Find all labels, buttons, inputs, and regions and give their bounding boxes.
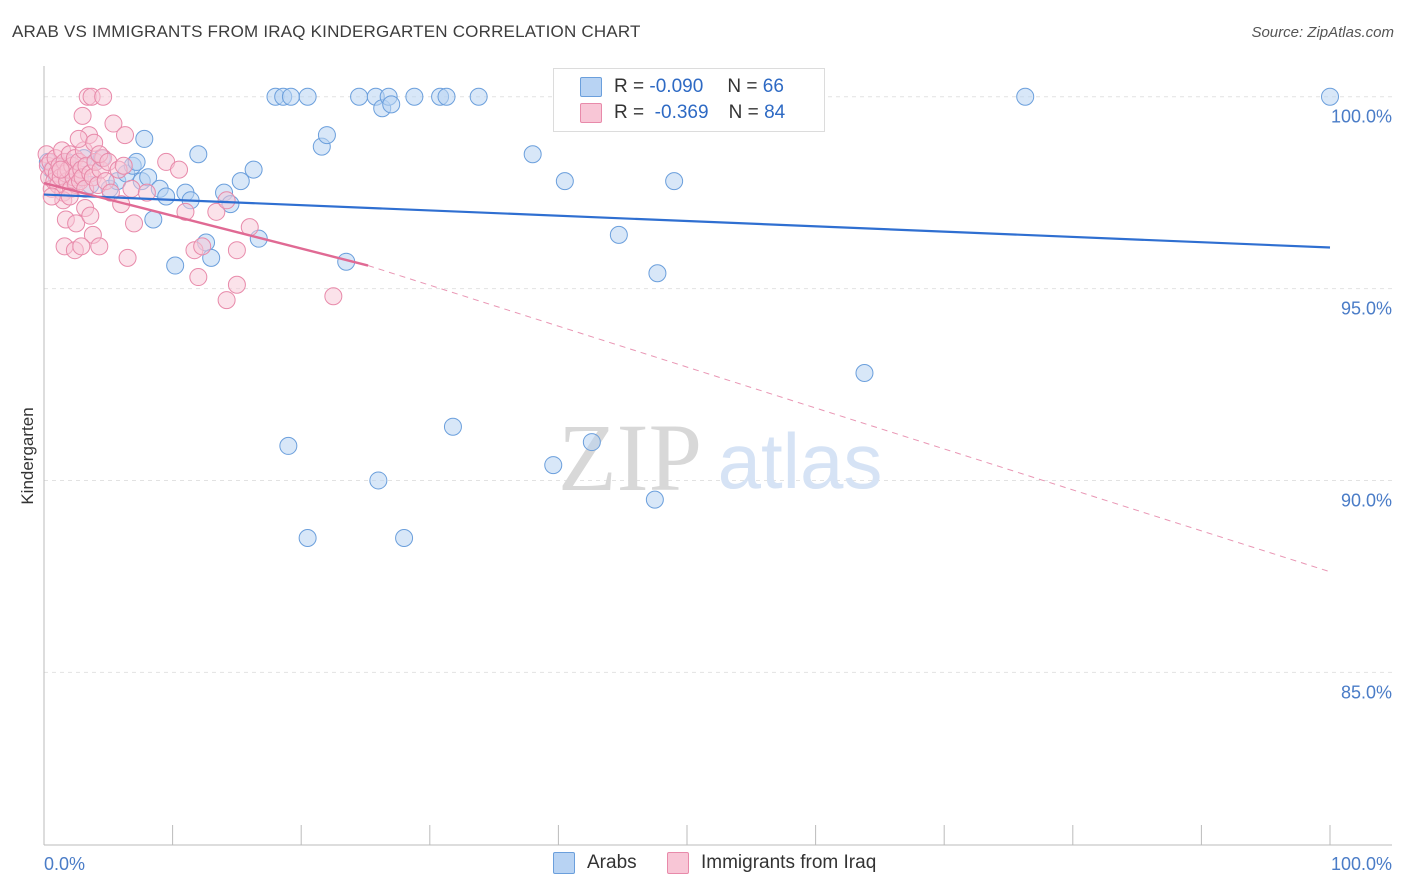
data-point-iraq <box>81 206 100 225</box>
data-point-arabs <box>281 87 300 106</box>
legend-row-arabs: R = -0.090 N = 66 <box>554 74 784 100</box>
source-label: Source: ZipAtlas.com <box>1251 24 1394 41</box>
series-legend-swatch-arabs <box>553 852 575 874</box>
data-point-iraq <box>42 187 61 206</box>
data-point-arabs <box>648 264 667 283</box>
data-point-arabs <box>298 87 317 106</box>
legend-n-value-arabs: 66 <box>762 76 784 97</box>
legend-r-value-iraq: -0.369 <box>654 102 709 123</box>
data-point-arabs <box>350 87 369 106</box>
data-point-arabs <box>1016 87 1035 106</box>
legend-n-value-iraq: 84 <box>764 102 786 123</box>
data-point-iraq <box>207 202 226 221</box>
series-legend-swatch-iraq <box>667 852 689 874</box>
data-point-iraq <box>227 241 246 260</box>
y-tick-label: 100.0% <box>1331 107 1392 127</box>
trend-line-arabs <box>43 193 1331 249</box>
data-point-arabs <box>855 363 874 382</box>
tick-labels: 100.0% 95.0% 90.0% 85.0% 0.0% 100.0% <box>44 107 1392 874</box>
data-point-arabs <box>609 225 628 244</box>
data-point-arabs <box>279 436 298 455</box>
data-point-arabs <box>645 490 664 509</box>
data-point-iraq <box>137 183 156 202</box>
data-point-iraq <box>69 129 88 148</box>
data-point-arabs <box>443 417 462 436</box>
data-point-iraq <box>324 287 343 306</box>
data-point-iraq <box>227 275 246 294</box>
series-legend-label-iraq: Immigrants from Iraq <box>701 852 877 873</box>
series-iraq <box>37 87 343 310</box>
data-point-arabs <box>135 129 154 148</box>
data-point-iraq <box>125 214 144 233</box>
data-point-arabs <box>231 172 250 191</box>
x-tick-label: 100.0% <box>1331 854 1392 874</box>
data-point-iraq <box>72 237 91 256</box>
y-tick-label: 85.0% <box>1341 682 1392 702</box>
data-point-iraq <box>217 291 236 310</box>
legend-n-label: N = <box>727 76 758 97</box>
data-point-iraq <box>67 214 86 233</box>
data-point-arabs <box>244 160 263 179</box>
data-point-arabs <box>405 87 424 106</box>
y-tick-label: 95.0% <box>1341 299 1392 319</box>
trend-line-iraq <box>43 181 369 267</box>
y-tick-label: 90.0% <box>1341 490 1392 510</box>
data-point-arabs <box>469 87 488 106</box>
legend-r-label: R = <box>614 76 645 97</box>
correlation-legend: R = -0.090 N = 66 R = -0.369 N = 84 <box>553 68 825 132</box>
legend-r-value-arabs: -0.090 <box>649 76 704 97</box>
data-point-iraq <box>94 87 113 106</box>
series-legend-iraq[interactable]: Immigrants from Iraq <box>667 852 876 874</box>
data-point-iraq <box>118 248 137 267</box>
data-point-arabs <box>582 433 601 452</box>
data-point-arabs <box>544 456 563 475</box>
legend-row-iraq: R = -0.369 N = 84 <box>554 100 785 126</box>
data-point-arabs <box>665 172 684 191</box>
data-point-iraq <box>104 114 123 133</box>
data-point-iraq <box>193 237 212 256</box>
series-legend: Arabs Immigrants from Iraq <box>0 852 1406 878</box>
axes <box>43 66 1392 846</box>
data-point-iraq <box>176 202 195 221</box>
data-point-iraq <box>51 160 70 179</box>
data-point-iraq <box>114 156 133 175</box>
data-point-iraq <box>116 126 135 145</box>
watermark-zip: ZIP <box>558 404 702 511</box>
data-point-iraq <box>217 191 236 210</box>
data-point-arabs <box>369 471 388 490</box>
data-point-arabs <box>166 256 185 275</box>
data-point-iraq <box>122 179 141 198</box>
legend-swatch-iraq <box>580 103 602 123</box>
data-point-iraq <box>90 237 109 256</box>
data-point-iraq <box>170 160 189 179</box>
data-point-arabs <box>523 145 542 164</box>
data-point-arabs <box>555 172 574 191</box>
data-point-iraq <box>189 268 208 287</box>
data-point-arabs <box>189 145 208 164</box>
trend-line-iraq-extension <box>367 265 1331 573</box>
legend-r-label: R = <box>614 102 645 123</box>
data-point-arabs <box>1321 87 1339 106</box>
watermark-atlas: atlas <box>718 417 883 505</box>
series-legend-arabs[interactable]: Arabs <box>553 852 637 874</box>
data-point-arabs <box>382 95 401 114</box>
legend-n-label: N = <box>728 102 759 123</box>
data-point-arabs <box>298 529 317 548</box>
data-point-arabs <box>157 187 176 206</box>
watermark: ZIP atlas <box>558 404 882 511</box>
chart-title: ARAB VS IMMIGRANTS FROM IRAQ KINDERGARTE… <box>12 22 641 41</box>
trend-lines <box>43 181 1331 573</box>
x-tick-label: 0.0% <box>44 854 85 874</box>
series-legend-label-arabs: Arabs <box>587 852 637 873</box>
data-point-iraq <box>73 106 92 125</box>
legend-swatch-arabs <box>580 77 602 97</box>
data-point-arabs <box>437 87 456 106</box>
data-point-arabs <box>317 126 336 145</box>
data-point-arabs <box>395 529 414 548</box>
